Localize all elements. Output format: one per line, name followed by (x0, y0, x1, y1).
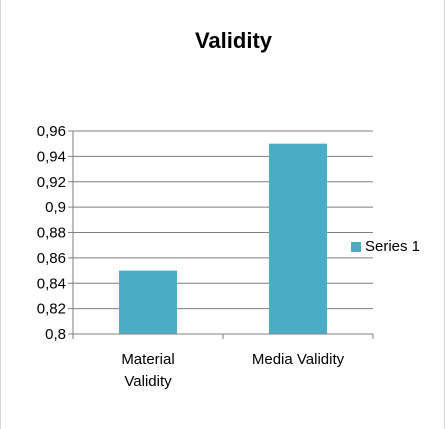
legend-swatch-icon (351, 241, 361, 252)
y-tick-label: 0,8 (45, 326, 66, 343)
legend-label: Series 1 (365, 238, 421, 255)
y-tick-label: 0,86 (37, 250, 66, 267)
x-category-label-line: Validity (124, 373, 172, 390)
y-tick-label: 0,84 (37, 275, 66, 292)
x-category-label: Media Validity (252, 351, 345, 368)
y-tick-label: 0,82 (37, 301, 66, 318)
y-tick-label: 0,94 (37, 148, 66, 165)
x-category-label-line: Material (121, 351, 174, 368)
bar-2 (269, 143, 327, 334)
y-tick-label: 0,88 (37, 225, 66, 242)
chart-title: Validity (194, 28, 273, 53)
legend: Series 1 (351, 238, 420, 255)
y-tick-label: 0,9 (45, 199, 66, 216)
x-category-label-line: Media Validity (252, 351, 345, 368)
bar-1 (119, 270, 177, 334)
x-category-label: Material Validity (121, 351, 174, 390)
y-tick-label: 0,92 (37, 174, 66, 191)
y-tick-label: 0,96 (37, 123, 66, 140)
